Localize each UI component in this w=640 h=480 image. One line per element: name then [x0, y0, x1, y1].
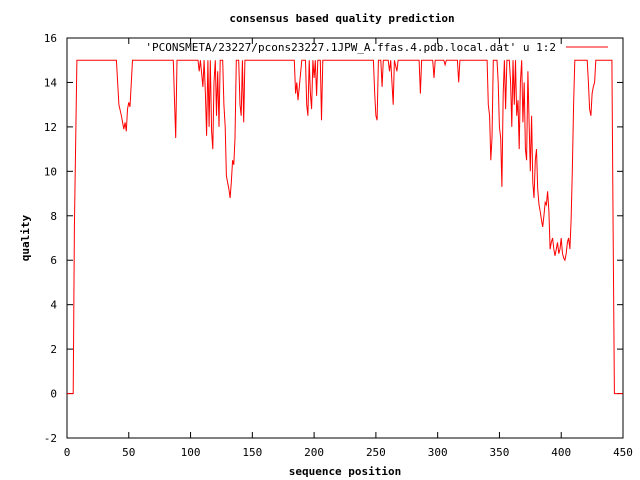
x-tick-label: 400 — [551, 446, 571, 459]
x-tick-label: 0 — [64, 446, 71, 459]
y-tick-label: 16 — [44, 32, 57, 45]
x-tick-label: 150 — [242, 446, 262, 459]
y-axis-label: quality — [19, 214, 32, 261]
x-axis-label: sequence position — [289, 465, 402, 478]
x-tick-label: 50 — [122, 446, 135, 459]
y-tick-label: 12 — [44, 121, 57, 134]
y-tick-label: 6 — [50, 254, 57, 267]
y-axis-ticks: -2 0 2 4 6 8 10 12 14 16 — [44, 32, 623, 445]
legend: 'PCONSMETA/23227/pcons23227.1JPW_A.ffas.… — [145, 41, 608, 54]
x-tick-label: 450 — [613, 446, 633, 459]
y-tick-label: 10 — [44, 165, 57, 178]
x-tick-label: 300 — [428, 446, 448, 459]
x-axis-ticks: 0 50 100 150 200 250 300 350 400 450 — [64, 38, 633, 459]
y-tick-label: 4 — [50, 299, 57, 312]
x-tick-label: 100 — [181, 446, 201, 459]
y-tick-label: -2 — [44, 432, 57, 445]
series-layer — [67, 59, 623, 395]
y-tick-label: 2 — [50, 343, 57, 356]
y-tick-label: 0 — [50, 388, 57, 401]
y-tick-label: 14 — [44, 76, 58, 89]
x-tick-label: 200 — [304, 446, 324, 459]
y-tick-label: 8 — [50, 210, 57, 223]
x-tick-label: 350 — [490, 446, 510, 459]
series-line — [67, 59, 623, 395]
legend-series-label: 'PCONSMETA/23227/pcons23227.1JPW_A.ffas.… — [145, 41, 556, 54]
plot-frame — [66, 37, 624, 439]
chart-title: consensus based quality prediction — [229, 12, 454, 25]
x-tick-label: 250 — [366, 446, 386, 459]
